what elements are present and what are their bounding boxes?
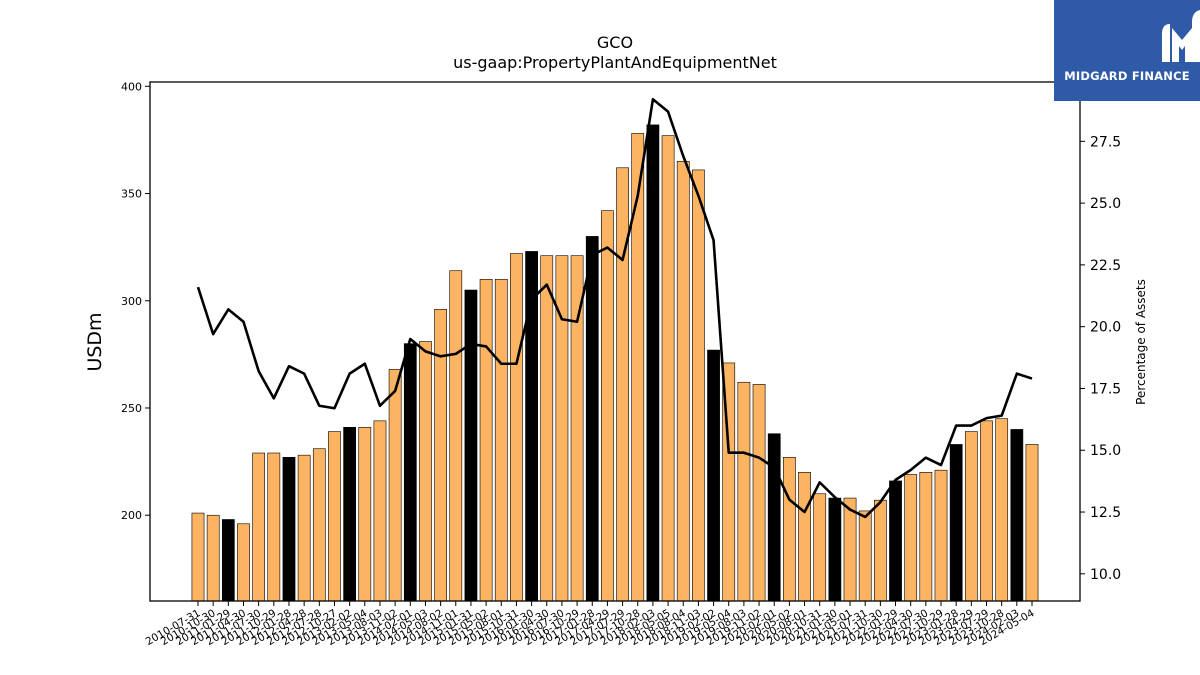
chart-subtitle: us-gaap:PropertyPlantAndEquipmentNet — [453, 53, 777, 72]
bar-2010-10-30 — [206, 514, 220, 602]
bar-2018-11-03 — [692, 169, 705, 602]
line-series — [196, 98, 1033, 519]
bar-2012-01-28 — [282, 457, 296, 602]
bar-2017-01-28 — [585, 236, 599, 602]
bar-2024-02-03 — [1010, 429, 1024, 602]
bar-2016-04-30 — [540, 255, 554, 602]
bar-2015-08-01 — [494, 279, 508, 602]
bar-2013-11-02 — [388, 369, 402, 602]
y2-tick-label: 22.5 — [1090, 258, 1121, 274]
bar-2010-07-31 — [191, 512, 205, 602]
bar-2024-05-04 — [1025, 444, 1039, 602]
bar-2014-11-01 — [449, 270, 463, 602]
bar-2021-01-30 — [828, 497, 842, 602]
percentage-line — [196, 98, 1033, 519]
bar-2011-10-29 — [267, 452, 281, 602]
bar-2012-10-27 — [328, 431, 341, 602]
bar-2023-01-28 — [949, 444, 963, 602]
bar-2018-08-04 — [676, 161, 690, 602]
y2-tick-label: 17.5 — [1090, 381, 1121, 397]
chart-title: GCO — [597, 33, 633, 52]
bar-2011-07-30 — [252, 452, 266, 602]
bar-2017-04-29 — [601, 210, 614, 602]
bar-2021-07-31 — [858, 510, 872, 602]
bar-2012-07-28 — [312, 448, 326, 602]
bar-2014-08-02 — [434, 309, 447, 602]
y2-tick-label: 10.0 — [1090, 567, 1121, 583]
bar-2021-10-30 — [873, 499, 887, 602]
bar-2018-05-05 — [661, 135, 675, 602]
y2-axis-label: Percentage of Assets — [1134, 279, 1148, 405]
bar-2022-10-29 — [934, 469, 948, 602]
bar-2022-07-30 — [919, 472, 933, 602]
bar-2023-07-29 — [980, 420, 993, 602]
y2-tick-label: 15.0 — [1090, 443, 1121, 459]
y-axis-label: USDm — [84, 312, 106, 371]
bar-2014-02-01 — [403, 343, 417, 602]
bar-2022-04-30 — [904, 474, 918, 602]
bar-2013-05-04 — [358, 426, 372, 602]
bar-2013-08-03 — [373, 420, 387, 602]
bar-2018-02-03 — [646, 124, 660, 602]
bar-2023-10-28 — [995, 418, 1009, 602]
y2-tick-label: 12.5 — [1090, 505, 1121, 521]
y-tick-label: 250 — [121, 402, 142, 415]
y2-tick-label: 25.0 — [1090, 196, 1121, 212]
bar-2015-01-31 — [464, 289, 478, 602]
bar-2020-05-02 — [783, 457, 796, 602]
bar-2017-10-28 — [631, 133, 645, 602]
logo-mark-icon — [1162, 10, 1200, 62]
bar-2022-01-29 — [889, 480, 902, 602]
bar-2014-05-03 — [419, 341, 432, 602]
logo-text: MIDGARD FINANCE — [1064, 69, 1190, 83]
y2-tick-label: 20.0 — [1090, 320, 1121, 336]
bar-2012-04-28 — [297, 454, 311, 602]
bar-2019-02-02 — [707, 349, 720, 602]
bar-2020-10-31 — [813, 493, 827, 602]
bar-2011-01-29 — [221, 519, 235, 602]
y-tick-label: 200 — [121, 509, 142, 522]
bar-2021-05-01 — [843, 497, 857, 602]
bar-2017-07-29 — [616, 167, 629, 602]
axes: 200 250 300 350 400 10.0 12.5 15.0 17.5 20.0 22.5 2… — [121, 80, 1121, 648]
bar-2015-10-31 — [510, 253, 523, 602]
y-tick-label: 350 — [121, 188, 142, 201]
y2-tick-label: 27.5 — [1090, 134, 1121, 150]
bar-2020-08-01 — [798, 472, 811, 602]
bar-2013-02-02 — [343, 426, 357, 602]
logo: MIDGARD FINANCE — [1054, 0, 1200, 101]
plot-frame — [149, 81, 1081, 602]
y-tick-label: 400 — [121, 80, 142, 93]
bar-2023-04-29 — [964, 431, 978, 602]
bar-2019-08-03 — [737, 381, 751, 602]
y-tick-label: 300 — [121, 295, 142, 308]
bar-2015-05-02 — [479, 279, 493, 602]
bar-2011-04-30 — [237, 523, 250, 602]
bar-2019-11-02 — [752, 384, 766, 602]
bar-2020-02-01 — [767, 433, 781, 602]
